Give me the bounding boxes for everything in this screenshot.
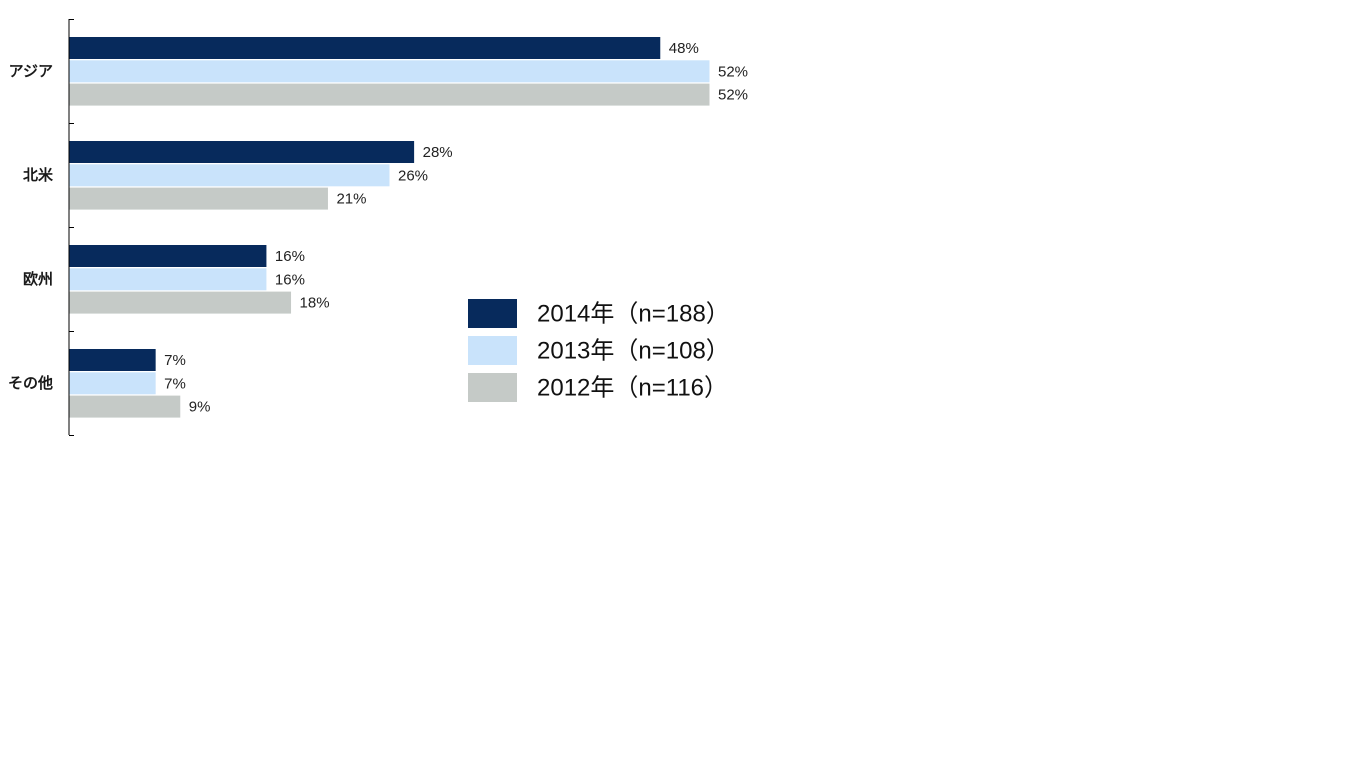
legend-swatch: [468, 336, 517, 365]
data-label: 26%: [398, 167, 428, 184]
chart-labels: アジア 48% 52% 52% 北米 28% 26% 21% 欧州 16% 16% 18% その他 7% 7…: [8, 40, 748, 416]
bar-2014-0: [69, 37, 661, 59]
legend-label: 2014年（n=188）: [537, 301, 730, 328]
bar-2012-2: [69, 291, 292, 314]
category-label: 北米: [23, 166, 54, 184]
bar-2013-0: [69, 60, 710, 83]
bar-2014-2: [69, 245, 267, 267]
legend-swatch: [468, 299, 517, 328]
data-label: 28%: [423, 144, 453, 161]
data-label: 7%: [164, 375, 186, 392]
category-label: その他: [8, 374, 53, 392]
chart-bars: [69, 37, 710, 418]
legend-label: 2012年（n=116）: [537, 375, 728, 402]
data-label: 9%: [189, 399, 211, 416]
bar-2012-0: [69, 83, 710, 106]
bar-2012-1: [69, 187, 328, 210]
data-label: 52%: [718, 63, 748, 80]
bar-2013-3: [69, 372, 156, 395]
category-label: アジア: [9, 62, 53, 80]
bar-2013-2: [69, 268, 267, 291]
bar-2014-1: [69, 141, 415, 163]
data-label: 7%: [164, 352, 186, 369]
category-label: 欧州: [23, 270, 53, 288]
legend-label: 2013年（n=108）: [537, 338, 730, 365]
data-label: 52%: [718, 87, 748, 104]
bar-2014-3: [69, 349, 156, 371]
data-label: 18%: [300, 295, 330, 312]
chart-axis: [68, 19, 74, 436]
data-label: 16%: [275, 248, 305, 265]
data-label: 16%: [275, 271, 305, 288]
bar-2012-3: [69, 395, 181, 418]
data-label: 21%: [336, 191, 366, 208]
bar-2013-1: [69, 164, 390, 187]
chart-legend: 2014年（n=188） 2013年（n=108） 2012年（n=116）: [468, 299, 730, 402]
data-label: 48%: [669, 40, 699, 57]
legend-swatch: [468, 373, 517, 402]
